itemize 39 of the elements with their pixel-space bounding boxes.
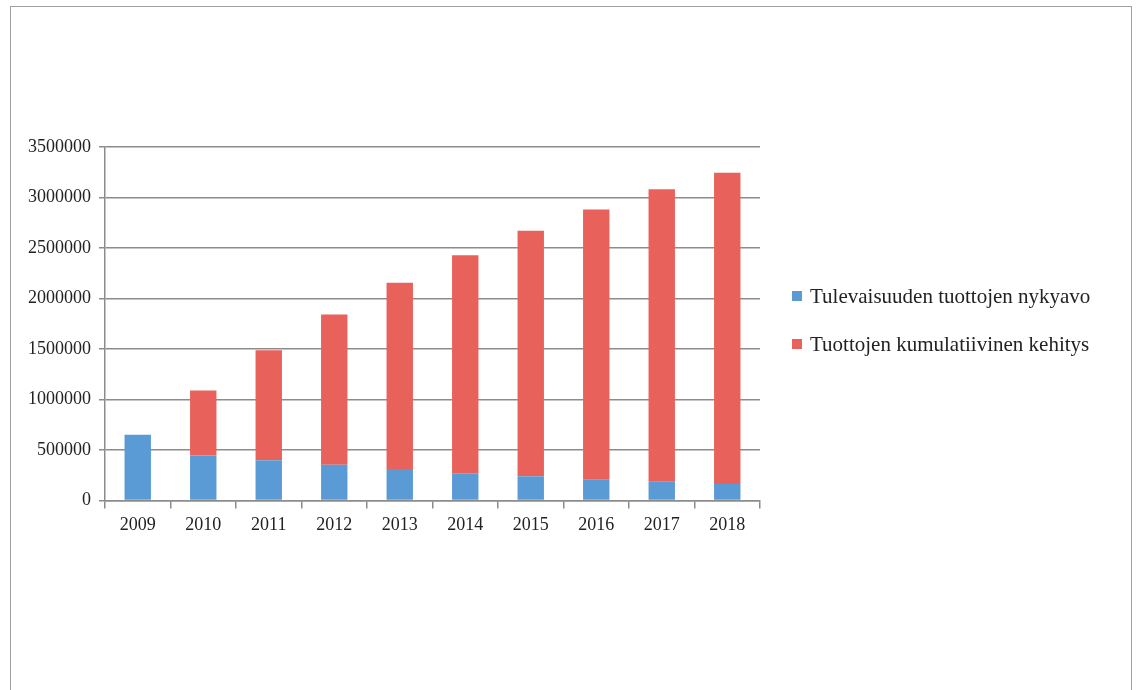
bar xyxy=(648,189,675,482)
bar xyxy=(714,484,741,500)
y-tick-label: 3000000 xyxy=(28,186,91,207)
x-tick-label: 2009 xyxy=(119,513,156,534)
bar xyxy=(255,460,282,500)
x-tick-label: 2016 xyxy=(578,513,615,534)
x-tick-label: 2012 xyxy=(316,513,353,534)
x-tick-label: 2018 xyxy=(709,513,746,534)
y-tick-label: 0 xyxy=(82,489,91,510)
bar xyxy=(452,255,479,474)
legend-label: Tulevaisuuden tuottojen nykyavo xyxy=(810,283,1091,310)
bar xyxy=(648,481,675,500)
bar xyxy=(517,476,544,500)
y-tick-label: 500000 xyxy=(37,438,91,459)
bar xyxy=(190,455,217,500)
bar xyxy=(583,209,610,480)
x-tick-label: 2015 xyxy=(512,513,549,534)
bar xyxy=(583,479,610,500)
bar xyxy=(386,469,413,500)
x-tick-label: 2011 xyxy=(251,513,287,534)
legend-label: Tuottojen kumulatiivinen kehitys xyxy=(810,331,1090,358)
x-tick-label: 2013 xyxy=(381,513,418,534)
bar xyxy=(321,314,348,465)
y-tick-label: 1000000 xyxy=(28,388,91,409)
y-tick-label: 2000000 xyxy=(28,287,91,308)
x-tick-label: 2014 xyxy=(447,513,484,534)
bar xyxy=(714,172,741,485)
x-tick-label: 2017 xyxy=(643,513,680,534)
bar xyxy=(452,473,479,500)
y-tick-label: 2500000 xyxy=(28,236,91,257)
bar xyxy=(386,282,413,470)
y-tick-label: 3500000 xyxy=(28,135,91,156)
y-tick-label: 1500000 xyxy=(28,337,91,358)
bar xyxy=(124,434,151,500)
bar xyxy=(517,230,544,477)
bar xyxy=(190,390,217,456)
x-tick-label: 2010 xyxy=(185,513,222,534)
bar xyxy=(321,464,348,500)
bar xyxy=(255,350,282,461)
